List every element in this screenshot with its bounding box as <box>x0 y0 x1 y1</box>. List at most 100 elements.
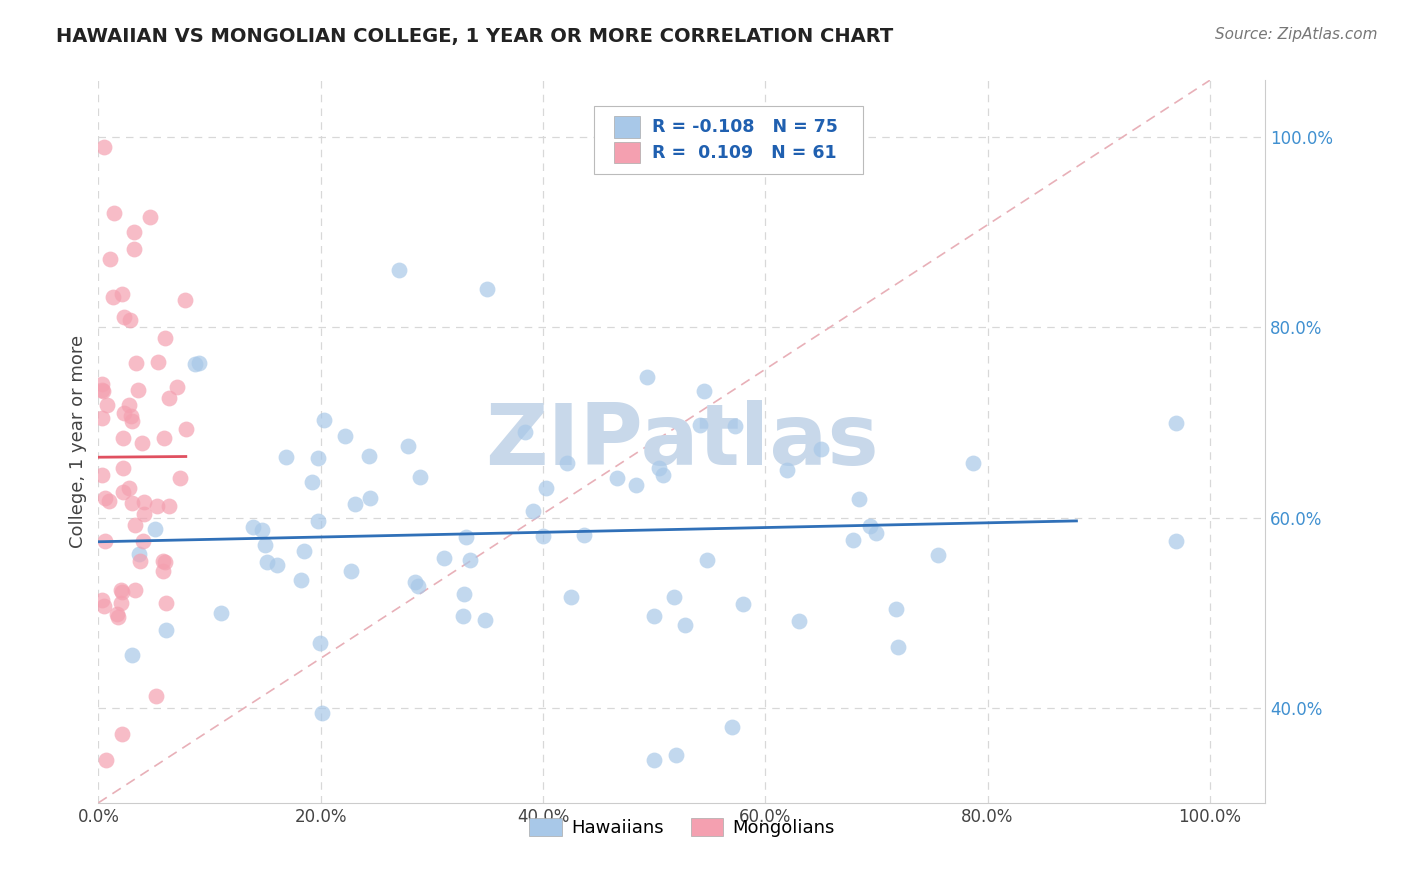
Point <box>531 528 554 542</box>
Point <box>409 470 432 484</box>
Point <box>776 463 799 477</box>
Point <box>536 481 558 495</box>
Point <box>118 398 141 412</box>
Point <box>696 553 718 567</box>
Point <box>146 499 169 513</box>
Point <box>513 425 536 439</box>
Point <box>127 384 149 398</box>
Point <box>131 534 153 549</box>
Point <box>662 590 685 604</box>
Point <box>112 406 135 420</box>
Point <box>560 590 582 604</box>
Point <box>90 468 112 483</box>
Point <box>693 384 716 399</box>
Point <box>121 877 143 891</box>
Point <box>884 601 907 615</box>
Text: ZIPatlas: ZIPatlas <box>485 400 879 483</box>
Point <box>290 573 312 587</box>
Point <box>121 414 143 428</box>
Point <box>134 494 156 508</box>
Point <box>121 495 143 509</box>
Point <box>606 471 628 485</box>
Point <box>307 514 329 528</box>
Point <box>152 565 174 579</box>
Point <box>307 450 329 465</box>
Point <box>101 290 124 304</box>
Point <box>166 380 188 394</box>
Point <box>460 553 482 567</box>
Point <box>143 522 166 536</box>
Point <box>522 504 544 518</box>
Point <box>96 753 118 767</box>
Point <box>139 210 162 224</box>
Point <box>90 410 112 425</box>
Point <box>112 310 135 324</box>
Point <box>643 609 665 624</box>
Point <box>124 518 146 533</box>
Point <box>340 564 363 578</box>
Point <box>105 607 128 621</box>
Point <box>131 435 153 450</box>
Point <box>643 753 665 767</box>
Point <box>636 370 658 384</box>
Point <box>787 614 810 628</box>
Point <box>120 409 142 424</box>
Point <box>387 263 409 277</box>
Point <box>276 450 298 465</box>
Text: Source: ZipAtlas.com: Source: ZipAtlas.com <box>1215 27 1378 42</box>
Point <box>90 376 112 391</box>
Point <box>859 519 882 533</box>
Point <box>128 547 150 561</box>
Point <box>555 456 578 470</box>
Point <box>477 282 499 296</box>
Point <box>112 431 135 445</box>
Point <box>474 613 496 627</box>
FancyBboxPatch shape <box>614 117 640 138</box>
Point <box>118 313 141 327</box>
Point <box>396 439 419 453</box>
Point <box>359 491 381 505</box>
Point <box>406 579 429 593</box>
Point <box>404 575 426 590</box>
Point <box>266 558 288 573</box>
Point <box>451 608 474 623</box>
Point <box>111 484 134 499</box>
Text: R =  0.109   N = 61: R = 0.109 N = 61 <box>651 144 837 161</box>
Point <box>98 252 121 266</box>
Point <box>118 481 141 495</box>
Legend: Hawaiians, Mongolians: Hawaiians, Mongolians <box>522 811 842 845</box>
Point <box>209 606 232 620</box>
Point <box>842 533 865 547</box>
Point <box>152 553 174 567</box>
Point <box>111 727 134 741</box>
Point <box>810 442 832 456</box>
Point <box>157 500 180 514</box>
Point <box>129 554 152 568</box>
Point <box>731 597 754 611</box>
Point <box>312 412 335 426</box>
Point <box>252 523 274 537</box>
Point <box>93 140 115 154</box>
Point <box>1166 533 1188 548</box>
Point <box>311 706 333 720</box>
Point <box>146 355 169 369</box>
Point <box>169 471 191 485</box>
Point <box>359 449 381 463</box>
Point <box>94 534 117 549</box>
Point <box>333 429 356 443</box>
Point <box>343 497 366 511</box>
Point <box>253 538 276 552</box>
Point <box>292 543 315 558</box>
Point <box>110 583 132 598</box>
Point <box>91 384 114 399</box>
Point <box>134 507 156 521</box>
Point <box>111 460 134 475</box>
FancyBboxPatch shape <box>614 142 640 163</box>
Point <box>848 492 870 507</box>
Point <box>110 585 132 599</box>
Point <box>724 419 747 434</box>
Point <box>887 640 910 654</box>
Point <box>153 431 176 445</box>
Point <box>673 618 696 632</box>
Point <box>453 587 475 601</box>
